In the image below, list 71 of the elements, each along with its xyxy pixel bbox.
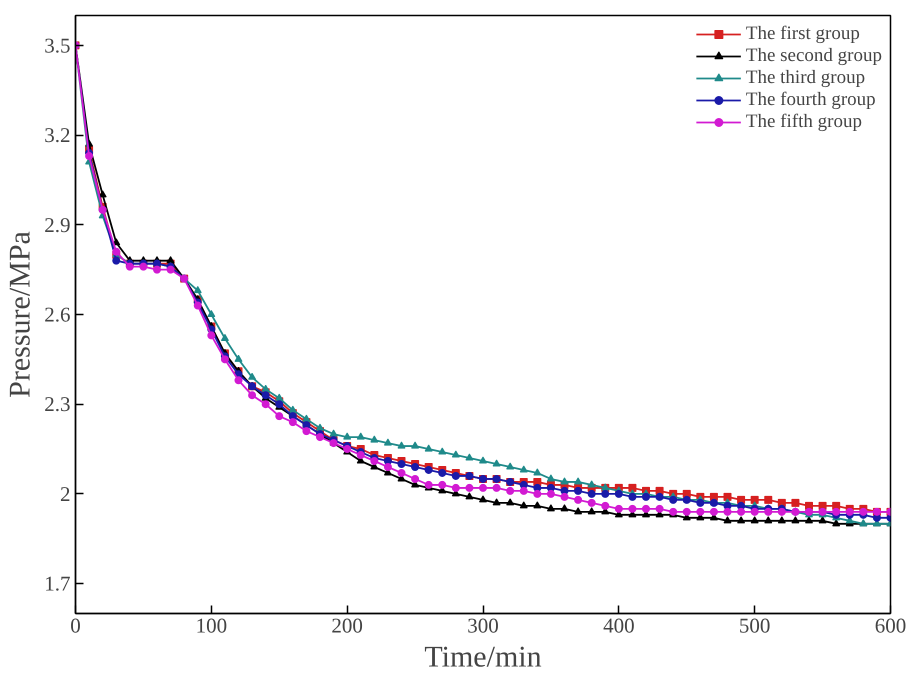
point xyxy=(520,465,528,472)
point xyxy=(818,516,827,524)
point xyxy=(220,334,229,341)
y-tick-label: 3.5 xyxy=(44,33,70,58)
point xyxy=(302,414,310,422)
point xyxy=(724,516,732,524)
point xyxy=(778,516,786,524)
point xyxy=(343,432,352,440)
point xyxy=(506,498,514,506)
y-tick-label: 2 xyxy=(60,482,70,506)
point xyxy=(764,516,772,524)
point xyxy=(805,516,813,524)
point xyxy=(750,516,759,524)
point xyxy=(533,468,542,476)
y-tick-label: 2.6 xyxy=(44,302,70,326)
point xyxy=(574,507,582,514)
legend-label: The fourth group xyxy=(746,89,876,111)
point xyxy=(398,442,406,449)
x-tick-label: 0 xyxy=(70,614,81,638)
point xyxy=(574,477,582,484)
point xyxy=(465,492,474,500)
point xyxy=(275,394,284,401)
legend-label: The fifth group xyxy=(746,111,862,133)
point xyxy=(248,372,256,380)
x-tick-label: 200 xyxy=(331,614,363,638)
point xyxy=(560,504,568,512)
point xyxy=(588,507,596,514)
point xyxy=(506,462,514,470)
point xyxy=(424,444,433,452)
x-tick-label: 400 xyxy=(603,614,635,638)
point xyxy=(546,504,555,512)
legend-label: The first group xyxy=(746,23,860,45)
point xyxy=(166,256,175,264)
point xyxy=(520,501,528,508)
point xyxy=(316,424,324,431)
x-tick-label: 600 xyxy=(874,614,906,638)
point xyxy=(791,516,800,524)
point xyxy=(588,480,596,488)
point xyxy=(384,438,392,446)
y-tick-label: 2.9 xyxy=(44,212,70,237)
y-tick-label: 1.7 xyxy=(44,572,70,596)
point xyxy=(533,501,542,508)
point xyxy=(411,442,420,449)
point xyxy=(465,453,474,461)
x-tick-label: 500 xyxy=(738,614,770,638)
point xyxy=(438,448,446,455)
point xyxy=(492,459,501,467)
x-tick-label: 100 xyxy=(196,614,228,638)
point xyxy=(234,354,242,362)
x-axis-title: Time/min xyxy=(424,640,542,674)
point xyxy=(737,516,746,524)
point xyxy=(370,436,378,443)
point xyxy=(330,430,338,437)
point xyxy=(452,450,460,458)
point xyxy=(560,477,568,484)
point xyxy=(194,286,202,294)
x-tick-label: 300 xyxy=(467,614,499,638)
point xyxy=(492,498,501,506)
legend-label: The second group xyxy=(746,45,882,67)
legend-label: The third group xyxy=(746,67,866,89)
point xyxy=(262,384,270,392)
point xyxy=(546,474,555,482)
point xyxy=(356,432,365,440)
point xyxy=(288,406,297,413)
point xyxy=(479,495,487,502)
point xyxy=(207,310,216,318)
point xyxy=(479,456,487,464)
point xyxy=(832,519,840,526)
y-axis-title: Pressure/MPa xyxy=(3,231,36,398)
y-tick-label: 2.3 xyxy=(44,392,70,416)
y-tick-label: 3.2 xyxy=(44,123,70,148)
